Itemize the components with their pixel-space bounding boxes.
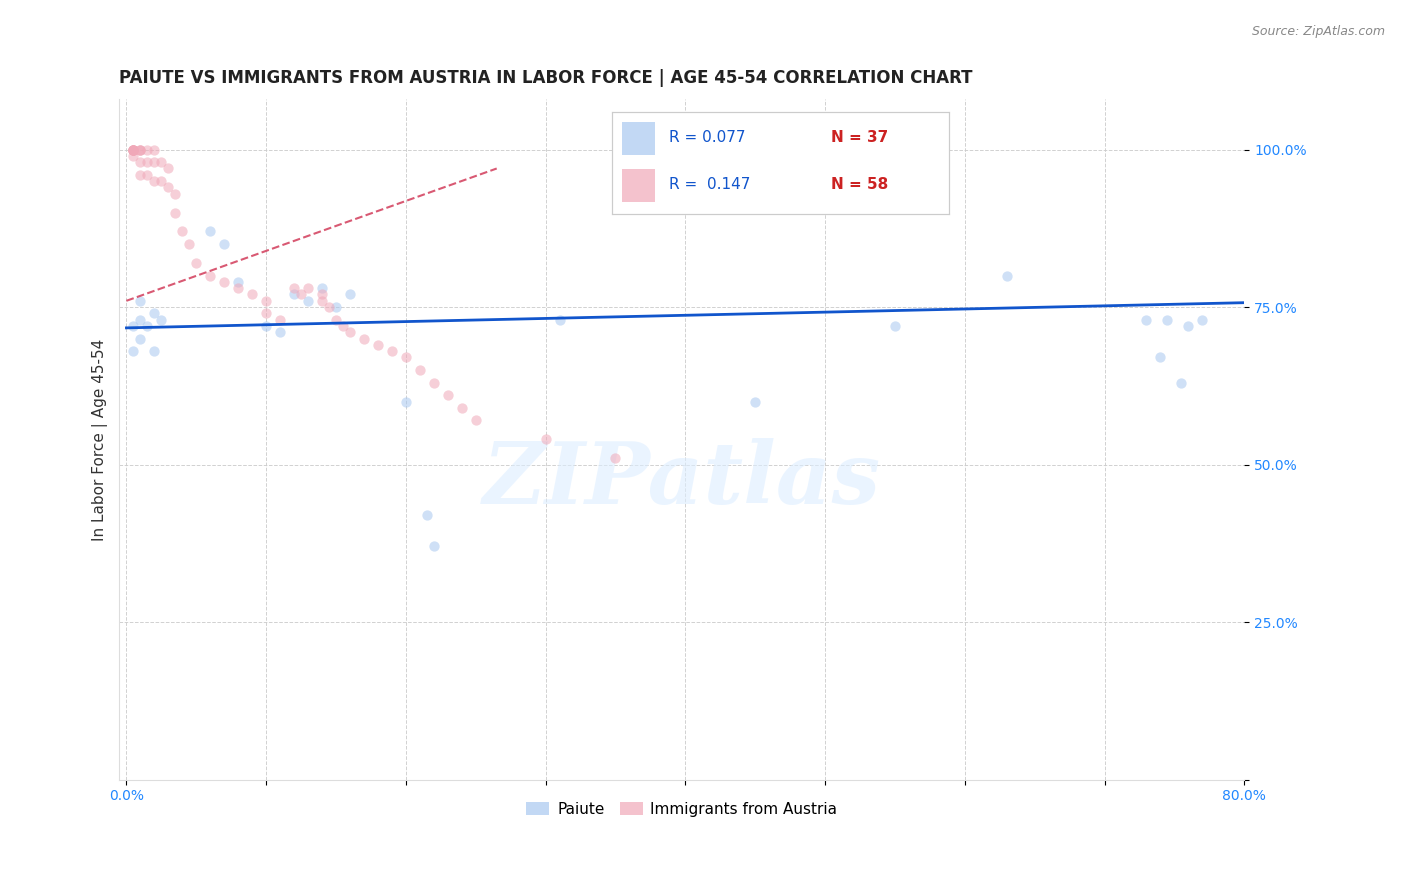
Paiute xyxy=(884,318,907,333)
Paiute xyxy=(395,394,418,409)
Immigrants from Austria xyxy=(409,363,432,377)
Paiute xyxy=(283,287,305,301)
Paiute xyxy=(122,318,145,333)
Immigrants from Austria xyxy=(381,344,404,359)
Paiute xyxy=(1177,318,1199,333)
Text: R =  0.147: R = 0.147 xyxy=(669,178,751,193)
Text: PAIUTE VS IMMIGRANTS FROM AUSTRIA IN LABOR FORCE | AGE 45-54 CORRELATION CHART: PAIUTE VS IMMIGRANTS FROM AUSTRIA IN LAB… xyxy=(120,69,973,87)
Paiute xyxy=(1135,312,1157,326)
Immigrants from Austria xyxy=(605,451,627,466)
Bar xyxy=(621,122,655,154)
Immigrants from Austria xyxy=(122,143,145,157)
Immigrants from Austria xyxy=(129,143,152,157)
Immigrants from Austria xyxy=(297,281,319,295)
Immigrants from Austria xyxy=(269,312,291,326)
Paiute xyxy=(269,326,291,340)
Immigrants from Austria xyxy=(122,143,145,157)
Paiute xyxy=(129,293,152,308)
Immigrants from Austria xyxy=(122,143,145,157)
Text: N = 37: N = 37 xyxy=(831,130,889,145)
Paiute xyxy=(548,312,571,326)
Immigrants from Austria xyxy=(423,376,446,390)
Paiute xyxy=(122,344,145,359)
Text: ZIPatlas: ZIPatlas xyxy=(482,439,882,522)
Immigrants from Austria xyxy=(129,155,152,169)
Immigrants from Austria xyxy=(150,174,173,188)
Paiute xyxy=(226,275,249,289)
Paiute xyxy=(1170,376,1192,390)
Immigrants from Austria xyxy=(129,143,152,157)
Immigrants from Austria xyxy=(254,293,277,308)
Y-axis label: In Labor Force | Age 45-54: In Labor Force | Age 45-54 xyxy=(93,338,108,541)
Immigrants from Austria xyxy=(172,225,194,239)
Immigrants from Austria xyxy=(165,205,187,219)
Paiute xyxy=(150,312,173,326)
Immigrants from Austria xyxy=(534,433,557,447)
Paiute xyxy=(212,237,235,252)
Immigrants from Austria xyxy=(200,268,222,283)
Text: N = 58: N = 58 xyxy=(831,178,889,193)
Immigrants from Austria xyxy=(332,318,354,333)
Immigrants from Austria xyxy=(122,149,145,163)
Immigrants from Austria xyxy=(179,237,201,252)
Legend: Paiute, Immigrants from Austria: Paiute, Immigrants from Austria xyxy=(520,796,844,823)
Immigrants from Austria xyxy=(437,388,460,402)
Paiute xyxy=(339,287,361,301)
Immigrants from Austria xyxy=(143,155,166,169)
Immigrants from Austria xyxy=(157,180,180,194)
Immigrants from Austria xyxy=(311,293,333,308)
Immigrants from Austria xyxy=(353,332,375,346)
Bar xyxy=(621,169,655,202)
Paiute xyxy=(129,332,152,346)
Immigrants from Austria xyxy=(136,143,159,157)
Paiute xyxy=(200,225,222,239)
Immigrants from Austria xyxy=(212,275,235,289)
Immigrants from Austria xyxy=(240,287,263,301)
Immigrants from Austria xyxy=(129,143,152,157)
Immigrants from Austria xyxy=(122,143,145,157)
Immigrants from Austria xyxy=(122,143,145,157)
Paiute xyxy=(744,394,766,409)
Paiute xyxy=(995,268,1018,283)
Immigrants from Austria xyxy=(165,186,187,201)
Immigrants from Austria xyxy=(157,161,180,176)
Immigrants from Austria xyxy=(464,413,486,427)
Paiute xyxy=(1191,312,1213,326)
Immigrants from Austria xyxy=(290,287,312,301)
Immigrants from Austria xyxy=(450,401,472,415)
Immigrants from Austria xyxy=(318,300,340,314)
Immigrants from Austria xyxy=(395,351,418,365)
Paiute xyxy=(311,281,333,295)
Paiute xyxy=(129,312,152,326)
Paiute xyxy=(1149,351,1171,365)
Immigrants from Austria xyxy=(122,143,145,157)
Immigrants from Austria xyxy=(311,287,333,301)
Text: Source: ZipAtlas.com: Source: ZipAtlas.com xyxy=(1251,25,1385,38)
Paiute xyxy=(143,344,166,359)
Immigrants from Austria xyxy=(129,168,152,182)
Paiute xyxy=(423,540,446,554)
Paiute xyxy=(254,318,277,333)
Immigrants from Austria xyxy=(136,168,159,182)
Immigrants from Austria xyxy=(150,155,173,169)
Paiute xyxy=(136,318,159,333)
Immigrants from Austria xyxy=(143,174,166,188)
Immigrants from Austria xyxy=(226,281,249,295)
Immigrants from Austria xyxy=(325,312,347,326)
Paiute xyxy=(416,508,439,522)
Immigrants from Austria xyxy=(283,281,305,295)
Immigrants from Austria xyxy=(367,338,389,352)
Immigrants from Austria xyxy=(122,143,145,157)
Text: R = 0.077: R = 0.077 xyxy=(669,130,745,145)
Paiute xyxy=(1156,312,1178,326)
Immigrants from Austria xyxy=(143,143,166,157)
Immigrants from Austria xyxy=(136,155,159,169)
Immigrants from Austria xyxy=(254,306,277,320)
Immigrants from Austria xyxy=(186,256,208,270)
Immigrants from Austria xyxy=(339,326,361,340)
Paiute xyxy=(325,300,347,314)
Paiute xyxy=(297,293,319,308)
Paiute xyxy=(143,306,166,320)
